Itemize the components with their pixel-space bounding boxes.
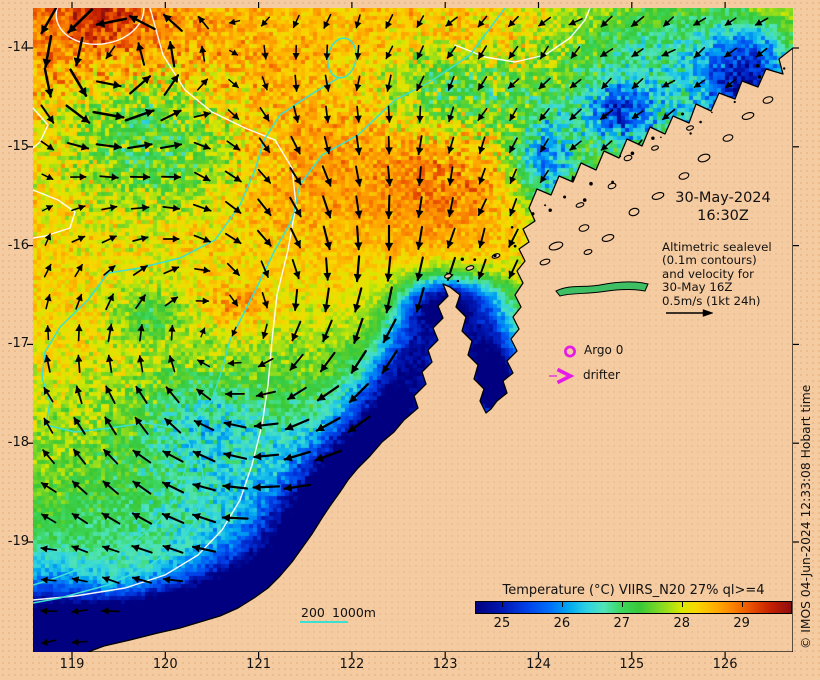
colorbar-tick xyxy=(741,602,744,607)
colorbar-tick-label: 27 xyxy=(613,616,631,631)
colorbar-tick xyxy=(501,602,504,607)
info-line: 30-May 16Z xyxy=(662,280,733,295)
info-line: and velocity for xyxy=(662,266,755,281)
colorbar-tick-label: 29 xyxy=(733,616,750,631)
y-tick-label: -17 xyxy=(7,336,29,352)
y-tick-label: -19 xyxy=(7,534,29,549)
x-tick-label: 123 xyxy=(432,657,458,672)
current-arrows xyxy=(40,8,769,646)
time-line: 16:30Z xyxy=(697,208,749,224)
argo-legend-label: Argo 0 xyxy=(584,343,624,357)
sealevel-contours xyxy=(33,8,591,601)
x-tick-label: 120 xyxy=(152,657,178,672)
colorbar-tick xyxy=(621,602,624,607)
x-tick-label: 121 xyxy=(246,657,271,672)
copyright-text: © IMOS 04-Jun-2024 12:33:08 Hobart time xyxy=(799,384,813,649)
colorbar-tick xyxy=(561,602,564,607)
velocity-reference-arrow xyxy=(666,309,714,317)
axis-ticks xyxy=(27,2,799,658)
argo-marker xyxy=(564,345,576,358)
bathy-label-1000m: 1000m xyxy=(332,605,376,620)
altimetric-info-block: Altimetric sealevel (0.1m contours) and … xyxy=(662,240,772,308)
info-line: 0.5m/s (1kt 24h) xyxy=(662,293,761,308)
y-tick-label: -14 xyxy=(7,40,29,55)
colorbar-tick-label: 26 xyxy=(553,616,571,631)
drifter-marker xyxy=(556,367,575,385)
x-tick-label: 119 xyxy=(59,657,85,672)
colorbar-title: Temperature (°C) VIIRS_N20 27% ql>=4 xyxy=(502,583,765,598)
x-tick-label: 122 xyxy=(339,657,365,672)
x-tick-label: 126 xyxy=(712,657,738,672)
bathy-label-200: 200 xyxy=(301,605,325,620)
colorbar-tick-label: 25 xyxy=(493,616,511,631)
drifter-legend-label: drifter xyxy=(583,368,620,382)
date-line: 30-May-2024 xyxy=(675,190,771,206)
y-tick-label: -15 xyxy=(7,138,29,154)
date-block: 30-May-2024 16:30Z xyxy=(633,189,813,225)
land-mass xyxy=(87,47,793,652)
y-tick-label: -16 xyxy=(7,237,29,253)
colorbar-gradient xyxy=(475,601,792,614)
info-line: Altimetric sealevel xyxy=(662,240,772,254)
observation-markers xyxy=(549,345,576,385)
bathy-sample-line xyxy=(300,621,348,624)
info-line: (0.1m contours) xyxy=(662,253,757,268)
colorbar-tick xyxy=(681,602,684,607)
x-tick-label: 124 xyxy=(526,657,551,672)
x-tick-label: 125 xyxy=(619,657,645,672)
colorbar-tick-label: 28 xyxy=(673,616,690,631)
y-tick-label: -18 xyxy=(7,435,29,451)
